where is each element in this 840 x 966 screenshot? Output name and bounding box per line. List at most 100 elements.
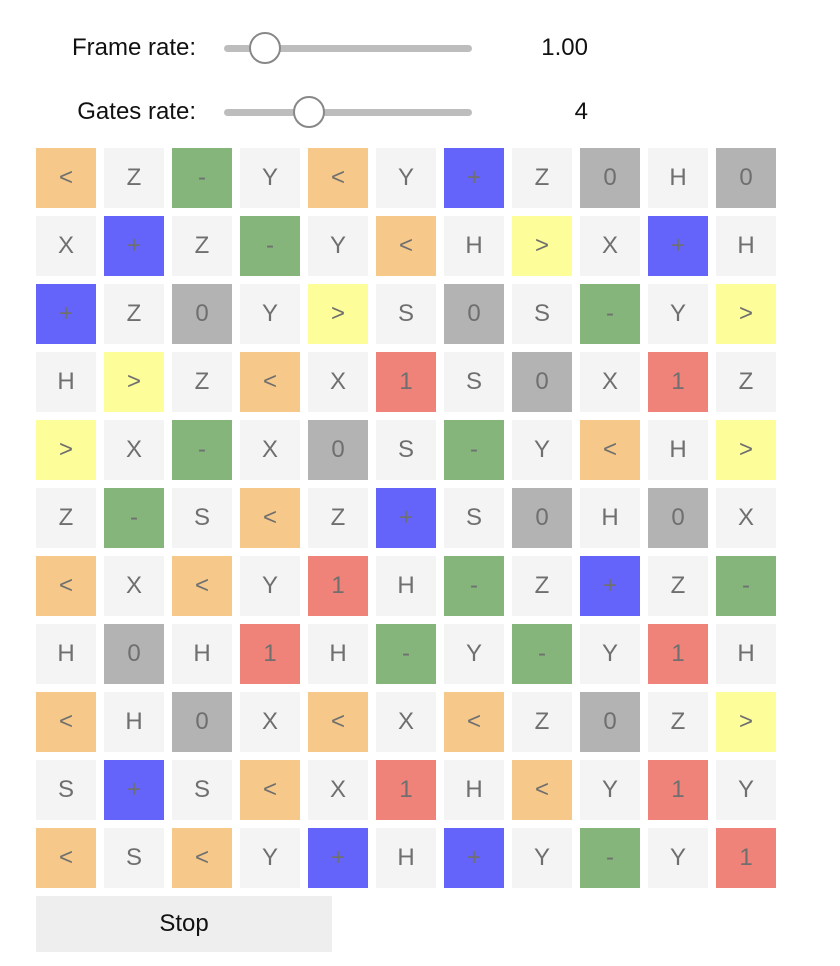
gates-rate-slider[interactable] xyxy=(224,96,472,128)
grid-cell: Y xyxy=(240,148,300,208)
grid-cell: H xyxy=(104,692,164,752)
grid-cell: 0 xyxy=(716,148,776,208)
gates-rate-row: Gates rate: 4 xyxy=(0,82,840,142)
grid-cell: S xyxy=(36,760,96,820)
grid-cell: + xyxy=(580,556,640,616)
grid-cell: > xyxy=(716,420,776,480)
frame-rate-slider-track[interactable] xyxy=(224,45,472,52)
grid-cell: H xyxy=(648,420,708,480)
grid-cell: Z xyxy=(104,284,164,344)
grid-cell: H xyxy=(36,624,96,684)
grid-cell: S xyxy=(376,420,436,480)
grid-cell: < xyxy=(36,692,96,752)
grid-cell: S xyxy=(512,284,572,344)
grid-cell: 1 xyxy=(648,624,708,684)
grid-cell: X xyxy=(308,760,368,820)
gates-rate-value: 4 xyxy=(574,98,588,125)
grid-cell: + xyxy=(376,488,436,548)
grid-cell: Z xyxy=(512,148,572,208)
grid-cell: H xyxy=(444,216,504,276)
grid-cell: Y xyxy=(240,556,300,616)
grid-cell: - xyxy=(580,828,640,888)
grid-cell: Y xyxy=(512,828,572,888)
grid-cell: S xyxy=(104,828,164,888)
frame-rate-slider[interactable] xyxy=(224,32,472,64)
grid-cell: Z xyxy=(648,556,708,616)
grid-cell: < xyxy=(240,760,300,820)
grid-cell: < xyxy=(240,352,300,412)
grid-cell: 1 xyxy=(376,760,436,820)
grid-cell: H xyxy=(716,216,776,276)
grid-cell: + xyxy=(444,828,504,888)
grid-cell: 0 xyxy=(648,488,708,548)
grid-cell: X xyxy=(580,352,640,412)
grid-cell: S xyxy=(444,352,504,412)
grid-cell: 1 xyxy=(308,556,368,616)
grid-cell: S xyxy=(172,760,232,820)
grid-cell: < xyxy=(580,420,640,480)
grid-cell: > xyxy=(36,420,96,480)
gates-rate-label: Gates rate: xyxy=(77,98,196,125)
grid-cell: < xyxy=(36,148,96,208)
grid-cell: H xyxy=(376,556,436,616)
grid-cell: Z xyxy=(512,692,572,752)
grid-cell: X xyxy=(240,420,300,480)
grid-cell: < xyxy=(376,216,436,276)
grid-cell: Z xyxy=(308,488,368,548)
frame-rate-label: Frame rate: xyxy=(71,34,196,61)
grid-cell: 0 xyxy=(172,692,232,752)
grid-cell: 1 xyxy=(376,352,436,412)
grid-cell: - xyxy=(512,624,572,684)
stop-button[interactable]: Stop xyxy=(36,896,332,952)
grid-cell: Y xyxy=(648,828,708,888)
grid-cell: > xyxy=(308,284,368,344)
grid-cell: 1 xyxy=(648,760,708,820)
gates-rate-slider-track[interactable] xyxy=(224,109,472,116)
grid-cell: - xyxy=(376,624,436,684)
grid-cell: Y xyxy=(512,420,572,480)
grid-cell: < xyxy=(240,488,300,548)
grid-cell: 0 xyxy=(172,284,232,344)
grid-cell: < xyxy=(36,828,96,888)
grid-cell: X xyxy=(308,352,368,412)
grid-cell: + xyxy=(444,148,504,208)
grid-cell: < xyxy=(512,760,572,820)
grid-cell: Y xyxy=(376,148,436,208)
grid-cell: 0 xyxy=(308,420,368,480)
grid-cell: < xyxy=(308,148,368,208)
grid-cell: < xyxy=(172,556,232,616)
grid-cell: Y xyxy=(240,284,300,344)
frame-rate-slider-thumb[interactable] xyxy=(248,32,281,64)
gates-rate-slider-thumb[interactable] xyxy=(293,96,326,128)
grid-cell: Z xyxy=(512,556,572,616)
grid-cell: H xyxy=(308,624,368,684)
frame-rate-value: 1.00 xyxy=(541,34,588,61)
grid-cell: Z xyxy=(172,352,232,412)
grid-cell: X xyxy=(376,692,436,752)
grid-cell: Z xyxy=(716,352,776,412)
grid-cell: < xyxy=(36,556,96,616)
gate-grid: < Z - Y < Y + Z 0 H 0 X + Z - Y < H > X + H + Z 0 Y > S 0 S - Y > H > Z < X 1 S… xyxy=(36,148,776,888)
grid-cell: X xyxy=(104,420,164,480)
grid-cell: - xyxy=(172,420,232,480)
grid-cell: S xyxy=(376,284,436,344)
grid-cell: > xyxy=(104,352,164,412)
grid-cell: < xyxy=(444,692,504,752)
grid-cell: + xyxy=(36,284,96,344)
grid-cell: < xyxy=(308,692,368,752)
grid-cell: X xyxy=(716,488,776,548)
grid-cell: H xyxy=(648,148,708,208)
grid-cell: H xyxy=(716,624,776,684)
grid-cell: H xyxy=(376,828,436,888)
grid-cell: X xyxy=(36,216,96,276)
grid-cell: H xyxy=(172,624,232,684)
grid-cell: - xyxy=(104,488,164,548)
grid-cell: X xyxy=(104,556,164,616)
grid-cell: Y xyxy=(308,216,368,276)
grid-cell: Y xyxy=(240,828,300,888)
grid-cell: Y xyxy=(648,284,708,344)
grid-cell: > xyxy=(716,284,776,344)
grid-cell: > xyxy=(512,216,572,276)
grid-cell: + xyxy=(104,760,164,820)
grid-cell: - xyxy=(444,556,504,616)
